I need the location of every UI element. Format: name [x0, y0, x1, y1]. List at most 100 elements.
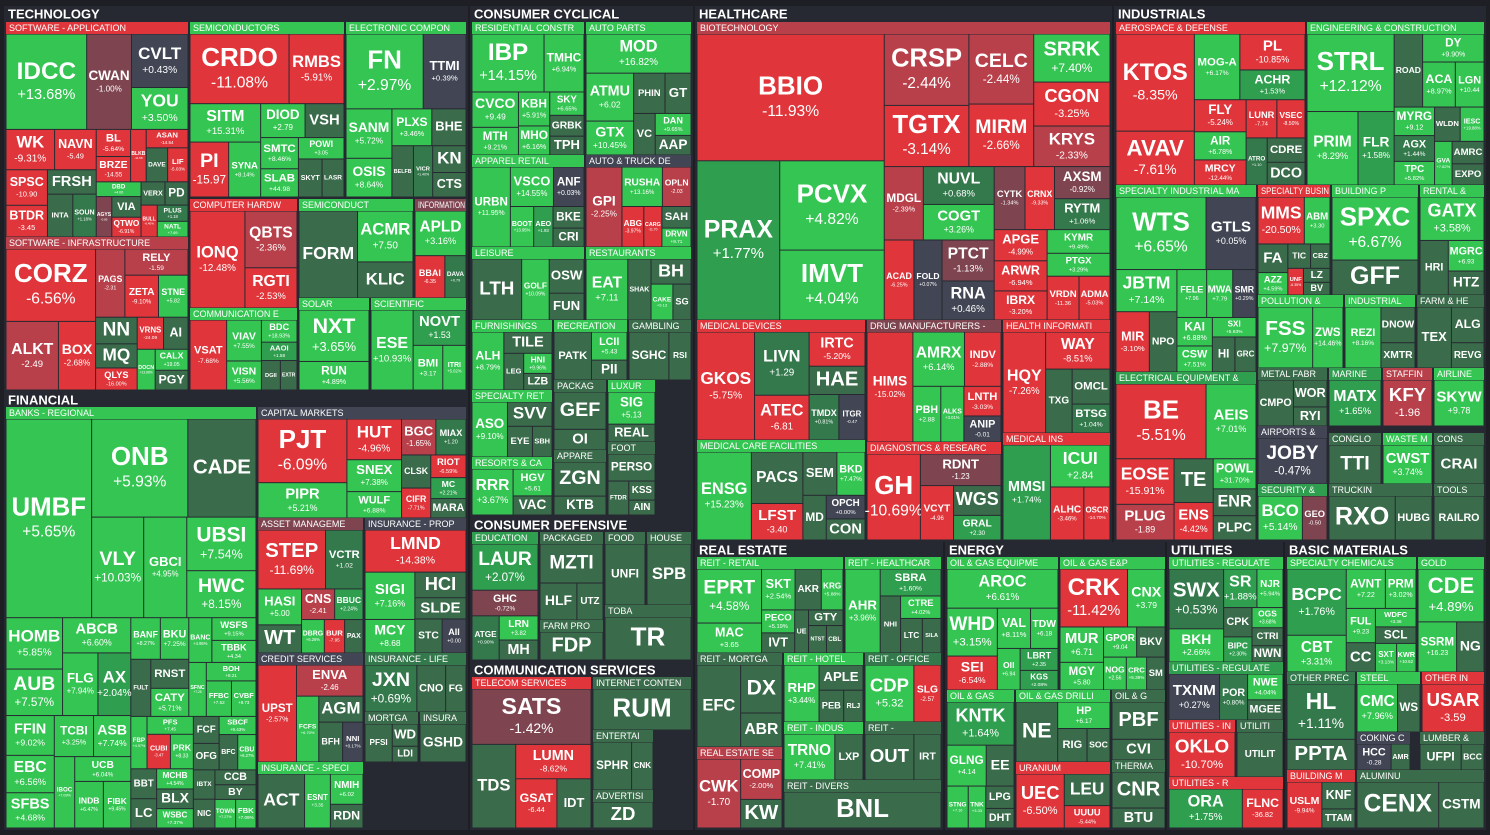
stock-tile[interactable]: [644, 207, 662, 247]
stock-tile[interactable]: [1293, 407, 1327, 426]
stock-tile[interactable]: [347, 492, 402, 518]
stock-tile[interactable]: [98, 653, 131, 716]
stock-tile[interactable]: [431, 478, 466, 499]
stock-tile[interactable]: [96, 157, 131, 182]
stock-tile[interactable]: [112, 217, 141, 237]
stock-tile[interactable]: [553, 167, 584, 207]
stock-tile[interactable]: [96, 317, 137, 344]
stock-tile[interactable]: [131, 799, 157, 828]
stock-tile[interactable]: [1435, 107, 1460, 141]
stock-tile[interactable]: [865, 665, 914, 722]
stock-tile[interactable]: [147, 734, 170, 769]
stock-tile[interactable]: [206, 681, 231, 716]
stock-tile[interactable]: [137, 349, 155, 390]
stock-tile[interactable]: [190, 142, 229, 197]
stock-tile[interactable]: [1311, 244, 1330, 268]
stock-tile[interactable]: [544, 34, 584, 92]
stock-tile[interactable]: [1016, 774, 1064, 828]
stock-tile[interactable]: [662, 228, 691, 247]
stock-tile[interactable]: [1058, 702, 1110, 729]
stock-tile[interactable]: [346, 109, 392, 158]
stock-tile[interactable]: [322, 159, 344, 197]
stock-tile[interactable]: [608, 454, 655, 481]
stock-tile[interactable]: [189, 618, 212, 662]
stock-tile[interactable]: [507, 426, 532, 457]
stock-tile[interactable]: [780, 161, 884, 250]
stock-tile[interactable]: [137, 317, 164, 349]
stock-tile[interactable]: [1194, 34, 1240, 100]
stock-tile[interactable]: [994, 230, 1047, 261]
stock-tile[interactable]: [193, 716, 219, 743]
stock-tile[interactable]: [1003, 445, 1050, 540]
stock-tile[interactable]: [697, 34, 884, 161]
stock-tile[interactable]: [809, 395, 839, 440]
stock-tile[interactable]: [215, 770, 256, 785]
stock-tile[interactable]: [913, 386, 941, 442]
stock-tile[interactable]: [510, 167, 553, 207]
stock-tile[interactable]: [499, 616, 538, 640]
stock-tile[interactable]: [884, 34, 969, 105]
stock-tile[interactable]: [365, 619, 415, 653]
stock-tile[interactable]: [365, 724, 392, 762]
stock-tile[interactable]: [157, 769, 193, 789]
stock-tile[interactable]: [6, 129, 55, 170]
stock-tile[interactable]: [1104, 627, 1137, 657]
stock-tile[interactable]: [296, 665, 363, 696]
stock-tile[interactable]: [795, 610, 809, 653]
stock-tile[interactable]: [1258, 438, 1327, 484]
stock-tile[interactable]: [96, 249, 125, 317]
stock-tile[interactable]: [1287, 782, 1322, 828]
stock-tile[interactable]: [1329, 445, 1381, 484]
stock-tile[interactable]: [261, 342, 297, 361]
stock-tile[interactable]: [190, 320, 227, 390]
stock-tile[interactable]: [141, 205, 157, 237]
stock-tile[interactable]: [147, 716, 193, 734]
stock-tile[interactable]: [1116, 459, 1174, 504]
stock-tile[interactable]: [343, 722, 363, 762]
stock-tile[interactable]: [549, 259, 584, 293]
stock-tile[interactable]: [513, 469, 552, 496]
stock-tile[interactable]: [131, 618, 160, 659]
stock-tile[interactable]: [1460, 107, 1484, 141]
stock-tile[interactable]: [299, 361, 369, 390]
stock-tile[interactable]: [986, 786, 1014, 808]
stock-tile[interactable]: [784, 734, 835, 780]
stock-tile[interactable]: [1240, 70, 1305, 100]
stock-tile[interactable]: [593, 802, 653, 828]
stock-tile[interactable]: [1397, 643, 1416, 672]
stock-tile[interactable]: [365, 530, 466, 572]
stock-tile[interactable]: [187, 517, 256, 571]
stock-tile[interactable]: [1357, 744, 1391, 770]
stock-tile[interactable]: [54, 716, 94, 757]
stock-tile[interactable]: [1060, 569, 1128, 627]
stock-tile[interactable]: [865, 734, 914, 780]
stock-tile[interactable]: [1420, 240, 1448, 295]
stock-tile[interactable]: [809, 332, 865, 366]
stock-tile[interactable]: [1303, 268, 1330, 282]
stock-tile[interactable]: [994, 261, 1047, 291]
stock-tile[interactable]: [420, 724, 466, 762]
stock-tile[interactable]: [914, 734, 941, 780]
stock-tile[interactable]: [1332, 260, 1418, 295]
stock-tile[interactable]: [1346, 608, 1375, 643]
stock-tile[interactable]: [347, 460, 402, 492]
stock-tile[interactable]: [160, 618, 189, 659]
stock-tile[interactable]: [1329, 496, 1395, 540]
stock-tile[interactable]: [947, 608, 997, 656]
stock-tile[interactable]: [212, 640, 256, 662]
stock-tile[interactable]: [227, 320, 261, 361]
stock-tile[interactable]: [392, 146, 413, 197]
stock-tile[interactable]: [238, 735, 256, 770]
stock-tile[interactable]: [103, 781, 131, 828]
stock-tile[interactable]: [1287, 684, 1355, 739]
stock-tile[interactable]: [954, 486, 1001, 515]
stock-tile[interactable]: [155, 370, 188, 390]
stock-tile[interactable]: [741, 759, 782, 799]
stock-tile[interactable]: [1457, 622, 1484, 672]
stock-tile[interactable]: [63, 618, 131, 653]
stock-tile[interactable]: [1213, 516, 1256, 540]
stock-tile[interactable]: [540, 632, 603, 660]
stock-tile[interactable]: [413, 146, 433, 197]
stock-tile[interactable]: [6, 793, 54, 828]
stock-tile[interactable]: [534, 207, 553, 247]
